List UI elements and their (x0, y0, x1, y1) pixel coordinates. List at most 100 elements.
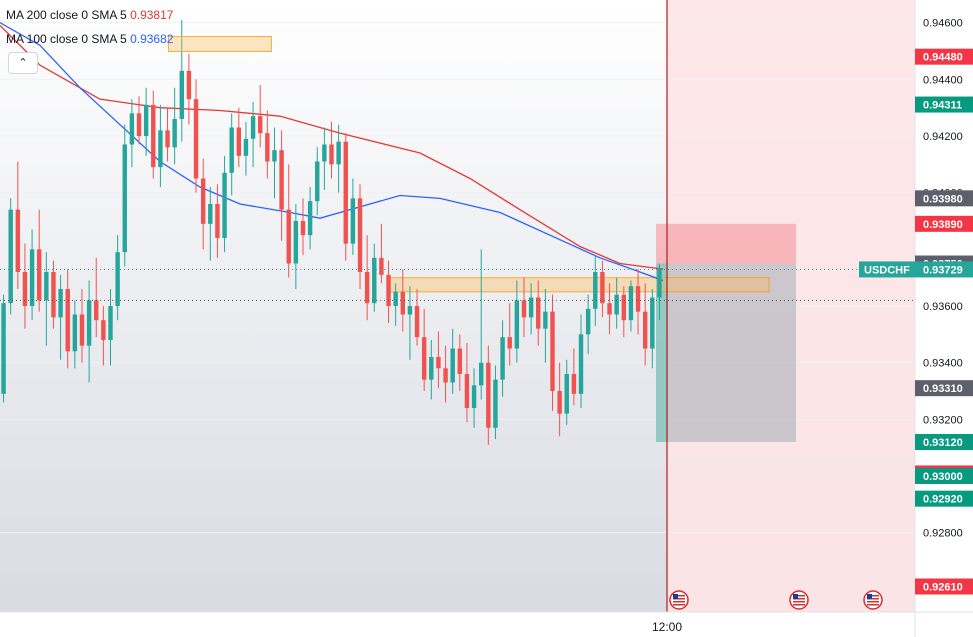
candle-body (58, 289, 63, 318)
candle (557, 362, 562, 437)
candle (607, 283, 612, 335)
candle-body (364, 272, 370, 304)
price-tag-label: 0.94311 (923, 100, 962, 112)
candle-body (450, 348, 455, 383)
candle-body (222, 172, 227, 238)
candle-body (357, 198, 363, 272)
candle-body (236, 127, 242, 156)
candle-body (436, 357, 441, 369)
candle-body (29, 249, 35, 306)
candle (500, 320, 505, 397)
candle-body (165, 130, 170, 148)
candle-body (557, 391, 562, 414)
candle (229, 113, 234, 196)
candle (642, 283, 648, 366)
candle-body (578, 334, 584, 394)
y-tick-label: 0.93600 (923, 301, 963, 313)
candle-body (628, 286, 634, 321)
candle (265, 110, 270, 179)
candle-body (379, 257, 384, 275)
candle-body (600, 272, 605, 304)
time-axis-label: 12:00 (652, 620, 682, 634)
candle-body (200, 178, 206, 224)
candle (1, 294, 6, 403)
price-tag-label: 0.93310 (923, 383, 963, 395)
candle (564, 359, 569, 425)
candle-body (151, 104, 156, 168)
candle (15, 161, 21, 289)
us-flag-event-icon[interactable] (669, 590, 689, 610)
candle (493, 365, 498, 440)
us-flag-event-icon[interactable] (789, 590, 809, 610)
candle (536, 280, 541, 346)
candle-body (86, 300, 92, 346)
price-tag: 0.92610 (915, 578, 973, 595)
candle (571, 348, 577, 406)
candle (108, 289, 113, 366)
candle (635, 269, 641, 335)
us-flag-event-icon[interactable] (863, 590, 883, 610)
candle (650, 289, 655, 369)
candle (329, 121, 334, 179)
candle-body (143, 104, 149, 136)
candle (186, 53, 192, 125)
candle (400, 269, 406, 332)
candle-body (607, 303, 612, 315)
candle-body (585, 308, 591, 335)
candle (307, 187, 313, 250)
candle-body (550, 311, 555, 391)
ma200-value: 0.93817 (130, 8, 174, 22)
candle-body (8, 209, 13, 304)
candle (272, 127, 277, 199)
candle-body (286, 209, 291, 264)
candle-body (386, 274, 391, 306)
candle-body (536, 297, 541, 329)
y-tick-label: 0.94200 (923, 131, 963, 143)
price-tag-bg (915, 434, 973, 450)
candle (336, 124, 341, 193)
candle-body (101, 320, 106, 340)
price-tag-bg (915, 96, 973, 113)
ma200-label: MA 200 close 0 SMA 5 (6, 8, 127, 22)
price-tag-bg (915, 490, 973, 507)
candle (521, 277, 527, 338)
price-tag: 0.93890 (915, 215, 973, 232)
candle (414, 289, 420, 346)
candle (250, 102, 256, 168)
price-tag-bg (915, 468, 973, 484)
candle (200, 158, 206, 250)
candle-body (336, 141, 341, 165)
candle-body (51, 272, 56, 318)
candle-body (250, 116, 256, 139)
price-tag-label: 0.92920 (923, 494, 963, 506)
supply-zone (386, 277, 770, 293)
candle (158, 104, 163, 187)
candle (600, 260, 605, 318)
price-tag-label: 0.93000 (923, 471, 963, 483)
current-price-tag-bg (915, 261, 973, 278)
candle-body (343, 141, 348, 244)
candle-body (464, 374, 470, 408)
collapse-legend-button[interactable]: ⌃ (8, 52, 38, 74)
candle (143, 87, 149, 156)
candle-body (208, 204, 213, 224)
candle-body (44, 272, 49, 301)
candle (8, 198, 13, 315)
candle-body (429, 357, 434, 380)
candle-body (172, 119, 177, 148)
candle-body (521, 300, 527, 318)
price-tag-label: 0.93980 (923, 193, 963, 205)
candle-body (543, 311, 548, 329)
candle-body (257, 116, 263, 134)
legend-ma200[interactable]: MA 200 close 0 SMA 5 0.93817 (6, 8, 173, 22)
y-tick-label: 0.93200 (923, 414, 963, 426)
candle (386, 260, 391, 323)
legend-ma100[interactable]: MA 100 close 0 SMA 5 0.93682 (6, 32, 173, 46)
candle (471, 368, 477, 428)
candle (300, 198, 306, 255)
candle-body (414, 306, 420, 338)
symbol-price-tag: USDCHF 0.93729 (859, 261, 973, 278)
candle (614, 277, 619, 329)
candle (172, 87, 177, 165)
